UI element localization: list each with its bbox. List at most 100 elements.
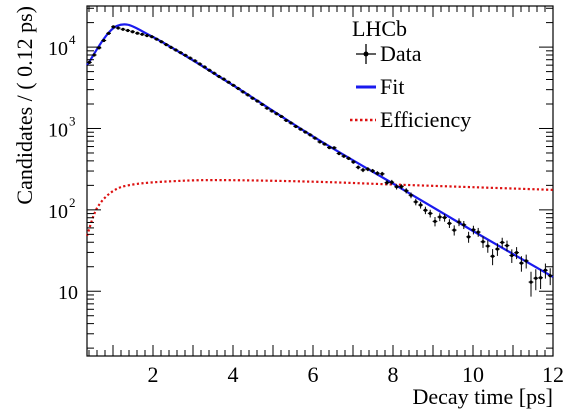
data-marker: [135, 31, 139, 35]
data-point: [163, 42, 169, 47]
data-marker: [371, 169, 375, 173]
data-point: [427, 209, 433, 218]
data-point: [475, 227, 481, 237]
data-marker: [399, 185, 403, 189]
data-point: [375, 171, 380, 176]
x-tick-label: 12: [542, 362, 564, 387]
data-marker: [534, 276, 538, 280]
plot-frame: [86, 5, 554, 357]
data-point: [480, 236, 486, 248]
data-marker: [251, 96, 255, 100]
data-point: [370, 168, 375, 173]
data-marker: [452, 228, 456, 232]
data-point: [413, 198, 419, 206]
data-point: [543, 263, 548, 279]
data-point: [389, 179, 395, 185]
plot-frame-group: [86, 5, 554, 357]
data-marker: [395, 185, 399, 189]
x-tick-label: 6: [308, 362, 319, 387]
data-point: [211, 71, 217, 75]
data-marker: [543, 268, 548, 272]
data-point: [360, 167, 366, 173]
data-point: [144, 33, 150, 38]
data-marker: [145, 33, 149, 38]
data-point: [231, 83, 236, 87]
data-point: [216, 74, 222, 79]
data-marker: [87, 60, 91, 64]
data-marker: [121, 27, 125, 31]
legend-entry-fit: Fit: [356, 74, 404, 99]
data-point: [288, 121, 294, 125]
efficiency-curve: [85, 178, 554, 237]
x-tick-label: 4: [228, 362, 239, 387]
data-marker: [217, 74, 221, 79]
data-marker: [366, 167, 370, 171]
data-marker: [342, 154, 346, 158]
x-axis-label: Decay time [ps]: [413, 384, 554, 409]
data-point: [274, 112, 279, 116]
data-point: [312, 136, 318, 140]
data-marker: [111, 25, 115, 29]
data-marker: [375, 171, 379, 175]
data-marker: [419, 203, 423, 207]
data-point: [183, 53, 188, 57]
data-point: [547, 268, 553, 286]
y-tick-label-exponent: 4: [69, 32, 76, 47]
legend-entry-data: Data: [356, 41, 422, 66]
data-point: [106, 31, 111, 35]
data-point: [187, 56, 193, 60]
data-marker: [327, 145, 331, 150]
data-point: [346, 156, 351, 161]
data-marker: [471, 228, 475, 232]
data-point: [87, 60, 92, 64]
data-point: [538, 269, 543, 289]
data-point: [528, 271, 534, 297]
data-point: [466, 231, 471, 243]
data-marker: [212, 71, 216, 75]
data-marker: [279, 114, 283, 119]
data-point: [485, 240, 491, 253]
legend-entry-efficiency: Efficiency: [350, 107, 471, 132]
data-point: [298, 127, 303, 131]
data-point: [504, 240, 510, 252]
data-marker: [140, 32, 144, 36]
data-point: [240, 90, 246, 94]
data-marker: [183, 53, 187, 57]
data-marker: [481, 240, 485, 244]
data-marker: [347, 156, 351, 160]
data-point: [221, 77, 227, 81]
data-point: [509, 249, 515, 263]
data-marker: [380, 172, 384, 176]
data-point: [173, 48, 179, 52]
y-tick-label: 10: [48, 201, 68, 223]
data-point: [533, 269, 539, 291]
data-marker: [356, 165, 360, 169]
fit-curve: [86, 23, 554, 278]
data-marker: [294, 124, 298, 129]
data-point: [255, 99, 260, 103]
data-marker: [337, 151, 341, 156]
data-point: [461, 220, 467, 230]
y-axis-label: Candidates / ( 0.12 ps): [12, 6, 37, 205]
data-marker: [131, 30, 135, 34]
data-marker: [438, 215, 442, 219]
data-marker: [207, 68, 211, 72]
data-point: [394, 184, 399, 190]
data-point: [178, 51, 183, 55]
axis-ticks-group: [87, 6, 554, 356]
data-marker: [164, 42, 168, 47]
data-marker: [390, 180, 394, 184]
data-point: [250, 96, 255, 100]
data-marker: [92, 53, 96, 57]
data-point: [168, 45, 174, 49]
data-point: [355, 165, 361, 170]
data-marker: [116, 26, 120, 30]
data-point: [490, 249, 495, 266]
data-marker: [433, 219, 437, 223]
data-marker: [284, 118, 288, 122]
data-point: [327, 145, 332, 150]
data-point: [159, 40, 164, 44]
data-point: [197, 62, 203, 66]
